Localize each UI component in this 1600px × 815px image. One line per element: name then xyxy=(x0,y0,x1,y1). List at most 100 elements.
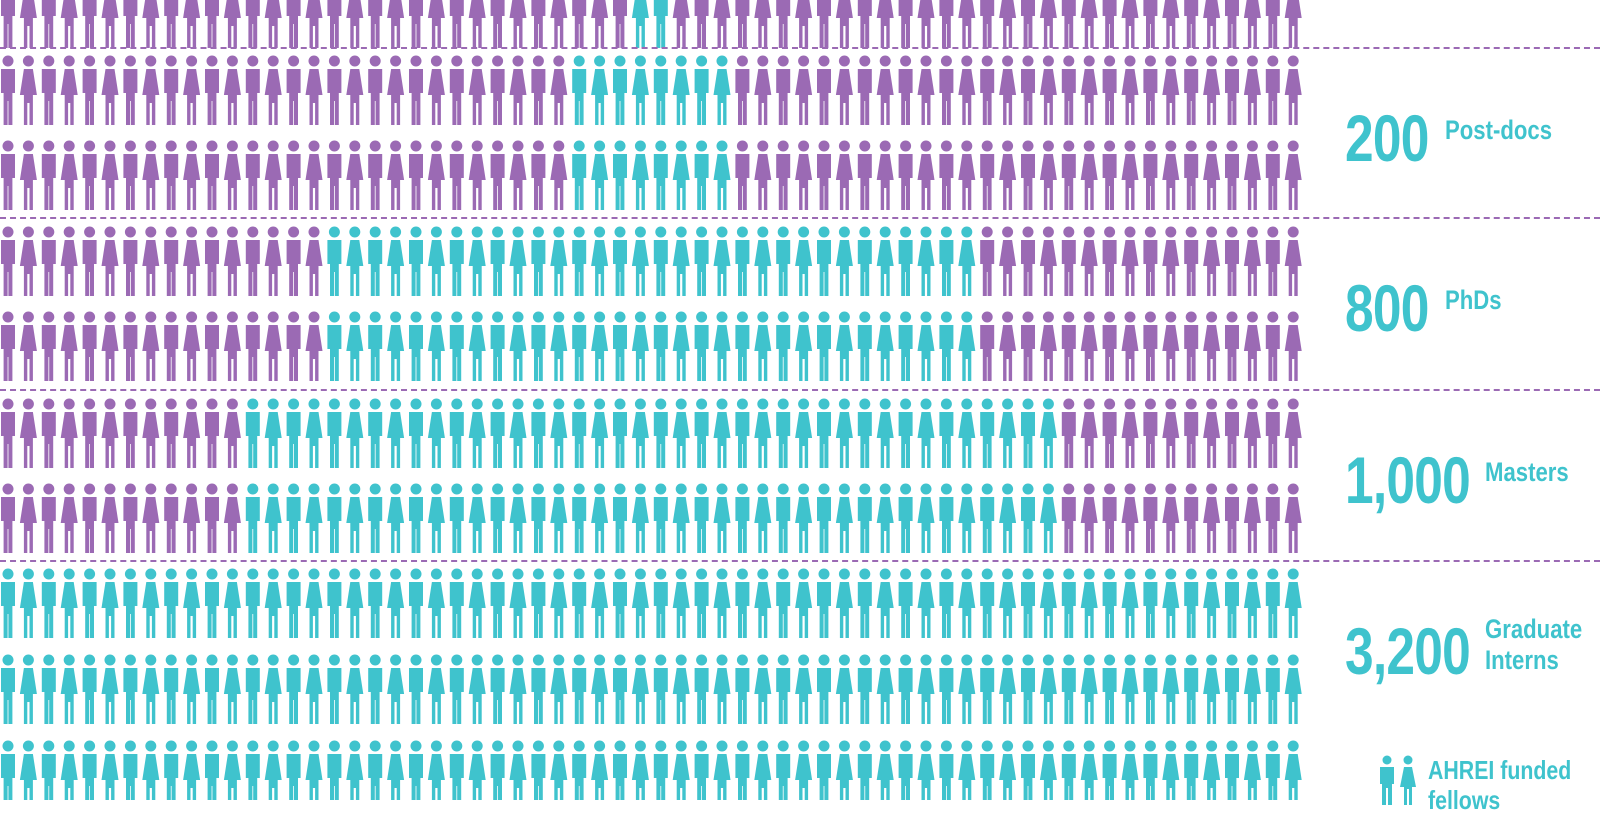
male-figure-icon xyxy=(653,311,668,381)
male-figure-icon xyxy=(776,226,791,296)
male-figure-icon xyxy=(939,483,954,553)
female-figure-icon xyxy=(631,226,649,296)
stat-label-line1: Graduate xyxy=(1485,614,1583,644)
female-figure-icon xyxy=(1080,654,1098,724)
male-figure-icon xyxy=(613,55,627,125)
female-figure-icon xyxy=(60,568,78,638)
male-figure-icon xyxy=(490,568,505,638)
male-figure-icon xyxy=(164,740,179,800)
female-figure-icon xyxy=(1080,0,1098,48)
male-figure-icon xyxy=(898,398,913,468)
female-figure-icon xyxy=(835,654,853,724)
female-figure-icon xyxy=(713,311,731,381)
female-figure-icon xyxy=(183,740,201,800)
male-figure-icon xyxy=(531,55,546,125)
male-figure-icon xyxy=(1143,654,1158,724)
male-figure-icon xyxy=(204,568,219,638)
male-figure-icon xyxy=(980,740,995,800)
female-figure-icon xyxy=(713,140,731,210)
male-figure-icon xyxy=(449,311,464,381)
male-figure-icon xyxy=(1184,483,1199,553)
male-figure-icon xyxy=(164,0,179,48)
male-figure-icon xyxy=(1061,0,1076,48)
female-figure-icon xyxy=(591,55,609,125)
female-figure-icon xyxy=(876,654,894,724)
female-figure-icon xyxy=(591,398,609,468)
female-figure-icon xyxy=(876,0,894,48)
male-figure-icon xyxy=(123,0,138,48)
female-figure-icon xyxy=(387,0,405,48)
female-figure-icon xyxy=(101,398,119,468)
male-figure-icon xyxy=(1143,398,1158,468)
male-figure-icon xyxy=(490,0,505,48)
female-figure-icon xyxy=(60,654,78,724)
stat-post-docs: 200 Post-docs xyxy=(1345,105,1576,171)
male-figure-icon xyxy=(490,55,505,125)
male-figure-icon xyxy=(449,740,464,800)
female-figure-icon xyxy=(1284,140,1302,210)
female-figure-icon xyxy=(427,483,445,553)
female-figure-icon xyxy=(183,140,201,210)
female-figure-icon xyxy=(346,654,364,724)
male-figure-icon xyxy=(245,311,260,381)
female-figure-icon xyxy=(1243,740,1261,800)
female-figure-icon xyxy=(223,140,241,210)
female-figure-icon xyxy=(142,0,160,48)
female-figure-icon xyxy=(713,226,731,296)
female-figure-icon xyxy=(387,398,405,468)
female-figure-icon xyxy=(19,226,37,296)
male-figure-icon xyxy=(857,0,872,48)
male-figure-icon xyxy=(123,483,138,553)
female-figure-icon xyxy=(468,0,486,48)
male-figure-icon xyxy=(939,0,954,48)
female-figure-icon xyxy=(509,568,527,638)
male-figure-icon xyxy=(898,740,913,800)
female-figure-icon xyxy=(876,226,894,296)
male-figure-icon xyxy=(1021,740,1035,800)
female-figure-icon xyxy=(999,311,1017,381)
female-figure-icon xyxy=(264,740,282,800)
male-figure-icon xyxy=(1021,311,1035,381)
male-figure-icon xyxy=(1225,740,1239,800)
female-figure-icon xyxy=(591,654,609,724)
male-figure-icon xyxy=(694,483,709,553)
female-figure-icon xyxy=(795,568,813,638)
female-figure-icon xyxy=(591,483,609,553)
female-figure-icon xyxy=(101,568,119,638)
male-figure-icon xyxy=(694,55,709,125)
female-figure-icon xyxy=(672,398,690,468)
female-figure-icon xyxy=(142,483,160,553)
female-figure-icon xyxy=(1121,55,1139,125)
male-figure-icon xyxy=(41,398,56,468)
female-figure-icon xyxy=(1039,398,1057,468)
female-figure-icon xyxy=(591,0,609,48)
male-figure-icon xyxy=(164,140,179,210)
female-figure-icon xyxy=(1243,0,1261,48)
male-figure-icon xyxy=(490,398,505,468)
female-figure-icon xyxy=(264,0,282,48)
male-figure-icon xyxy=(82,311,97,381)
male-figure-icon xyxy=(286,740,301,800)
male-figure-icon xyxy=(653,654,668,724)
female-figure-icon xyxy=(346,398,364,468)
female-figure-icon xyxy=(1080,740,1098,800)
male-figure-icon xyxy=(980,483,995,553)
female-figure-icon xyxy=(1162,568,1180,638)
male-figure-icon xyxy=(41,140,56,210)
female-figure-icon xyxy=(387,55,405,125)
male-figure-icon xyxy=(368,740,383,800)
female-figure-icon xyxy=(305,311,323,381)
female-figure-icon xyxy=(672,226,690,296)
female-figure-icon xyxy=(387,740,405,800)
male-figure-icon xyxy=(1061,140,1076,210)
male-figure-icon xyxy=(41,55,56,125)
female-figure-icon xyxy=(427,55,445,125)
male-figure-icon xyxy=(82,740,97,800)
male-figure-icon xyxy=(82,226,97,296)
female-figure-icon xyxy=(1080,568,1098,638)
female-figure-icon xyxy=(101,140,119,210)
female-figure-icon xyxy=(999,398,1017,468)
female-figure-icon xyxy=(264,55,282,125)
female-figure-icon xyxy=(754,483,772,553)
female-figure-icon xyxy=(387,140,405,210)
